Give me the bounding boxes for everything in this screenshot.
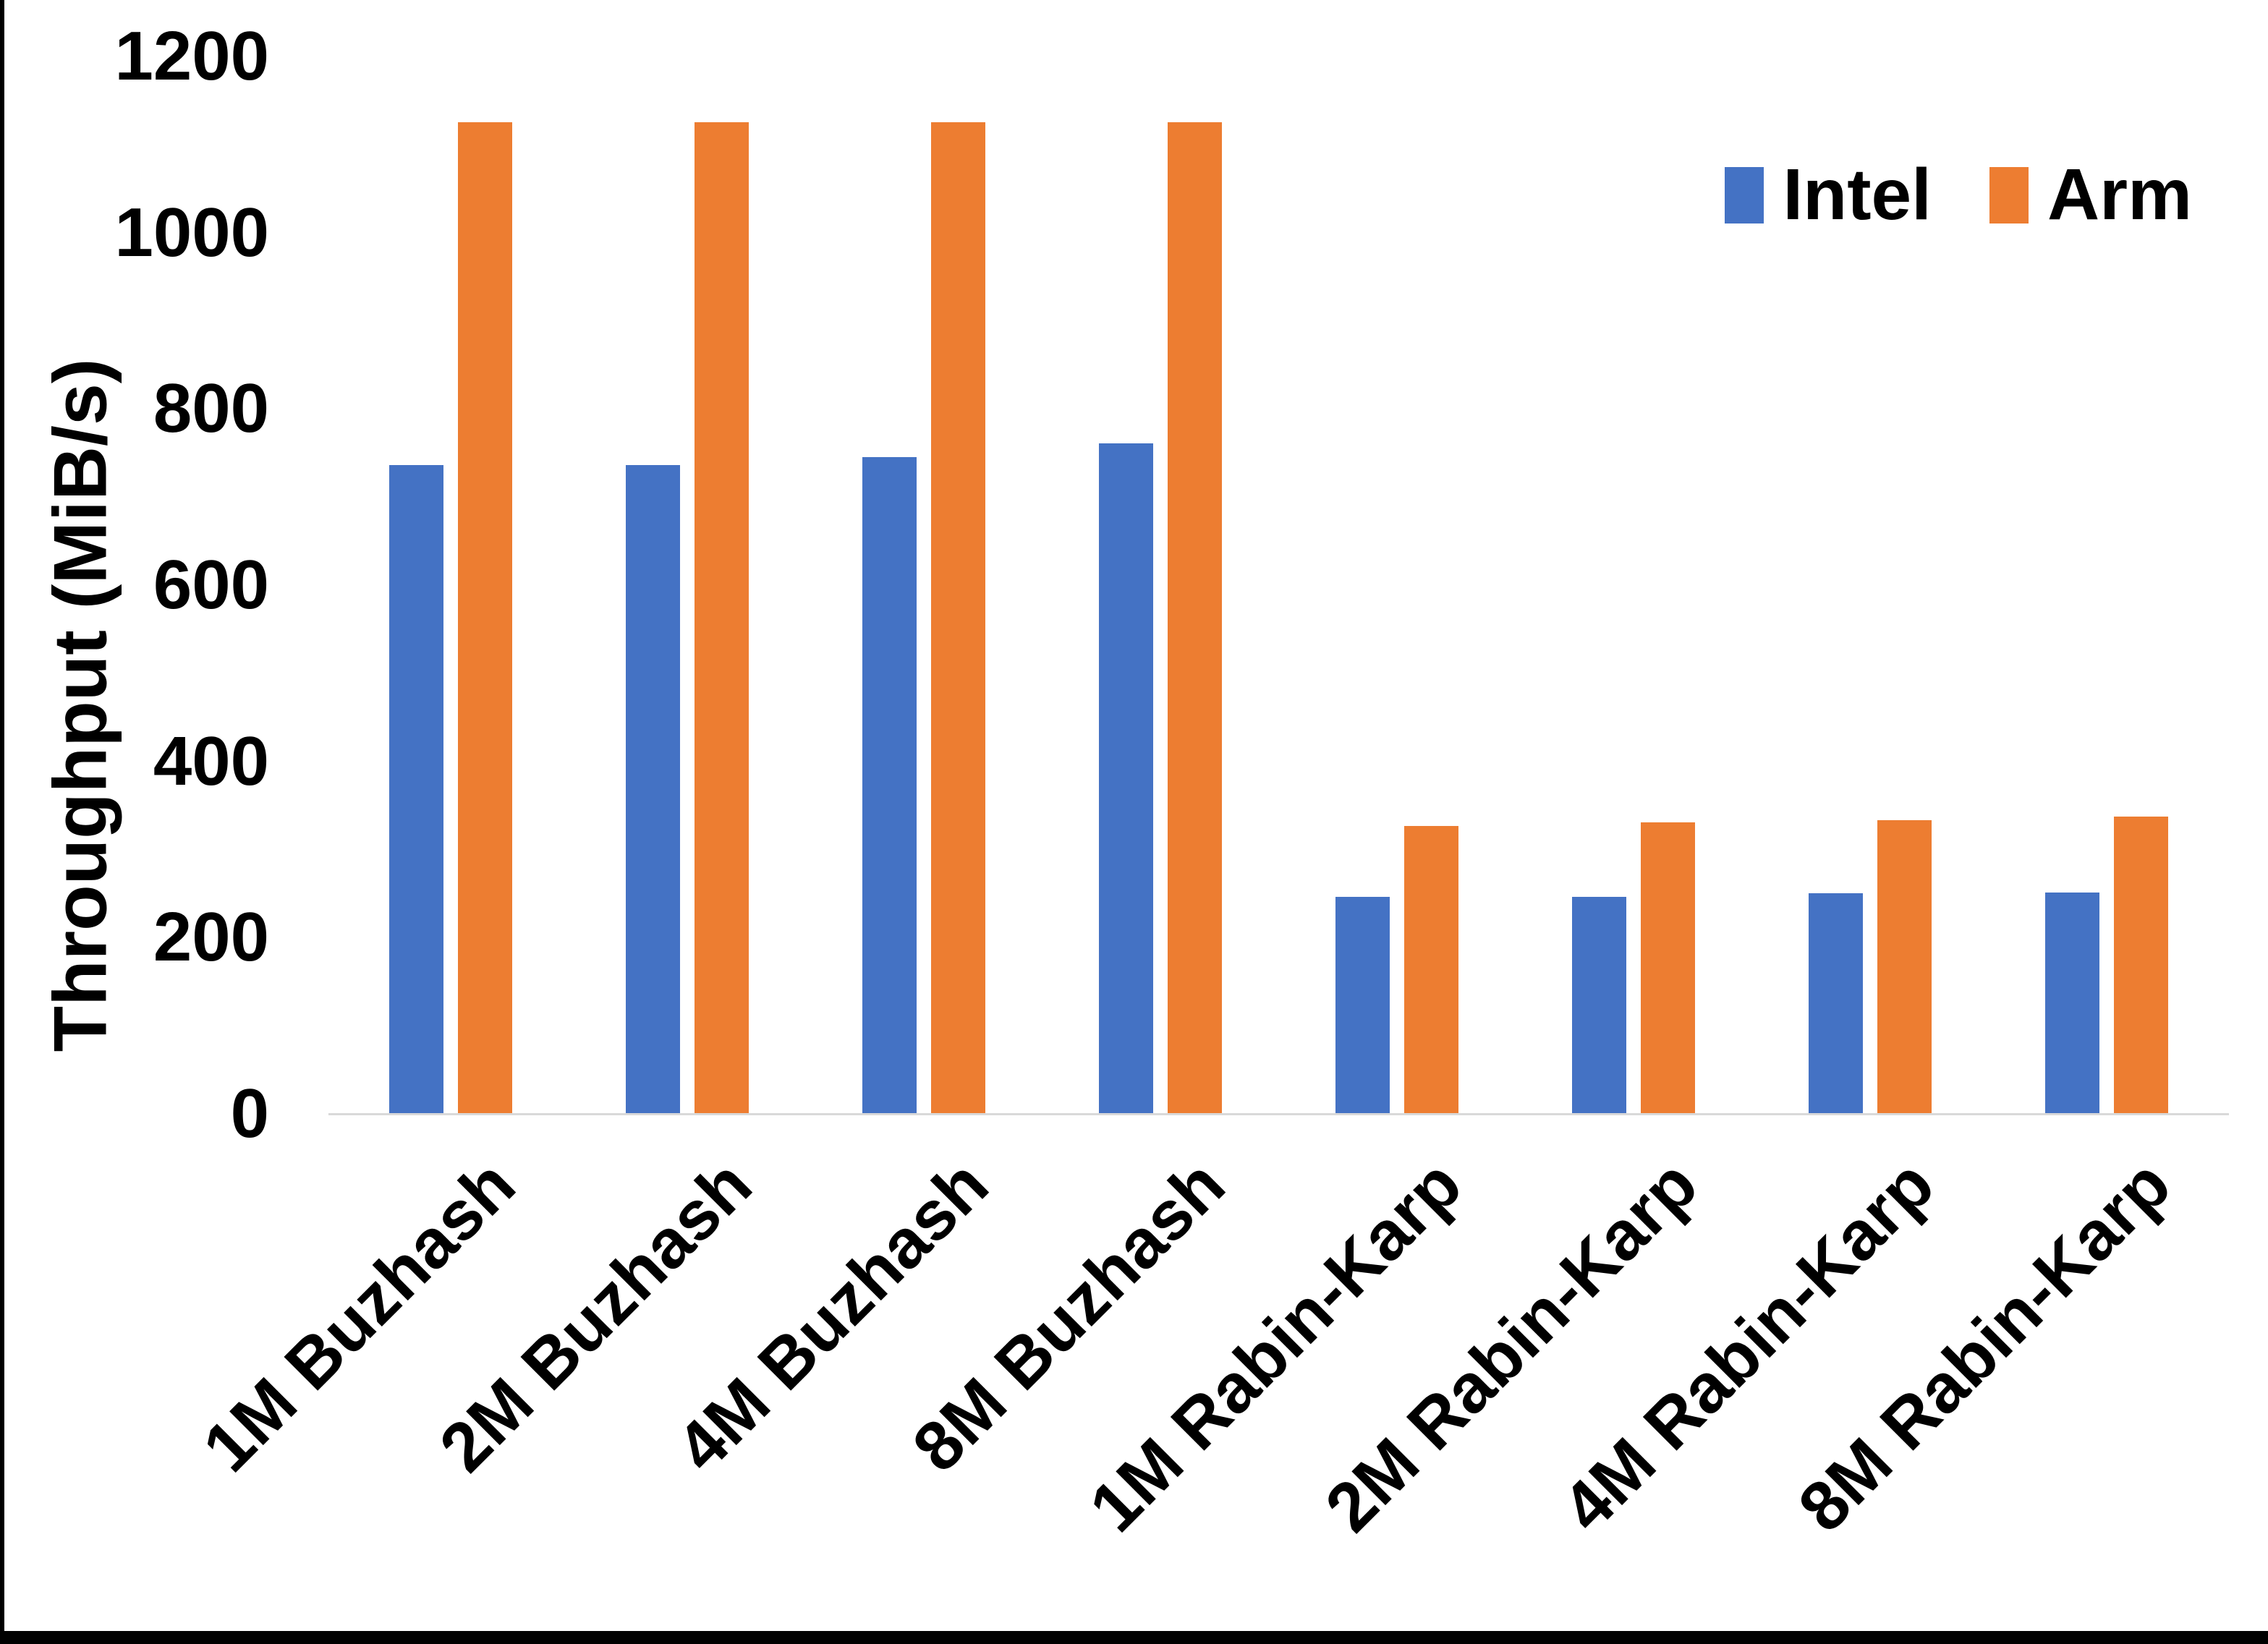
frame-left-edge	[0, 0, 4, 1644]
legend-label: Intel	[1783, 154, 1932, 235]
bar-intel-2m-buzhash	[626, 465, 681, 1114]
frame-bottom-edge	[0, 1631, 2268, 1644]
plot-area	[328, 56, 2229, 1115]
y-tick-label: 1200	[114, 17, 269, 95]
y-tick-label: 800	[153, 370, 269, 448]
legend-swatch-intel	[1725, 166, 1764, 223]
bar-arm-4m-rabin-karp	[1877, 820, 1932, 1114]
y-tick-label: 200	[153, 898, 269, 976]
bar-intel-8m-buzhash	[1099, 443, 1154, 1114]
bar-arm-8m-rabin-karp	[2113, 817, 2168, 1114]
bar-intel-1m-rabin-karp	[1335, 897, 1390, 1114]
legend-item-intel: Intel	[1725, 153, 1932, 237]
y-tick-label: 600	[153, 546, 269, 623]
legend-label: Arm	[2047, 154, 2192, 235]
legend-swatch-arm	[1989, 166, 2029, 223]
y-tick-label: 400	[153, 722, 269, 800]
bar-intel-4m-buzhash	[862, 457, 917, 1114]
x-axis-line	[328, 1113, 2229, 1115]
legend: Intel Arm	[1725, 153, 2192, 237]
bar-arm-4m-buzhash	[931, 122, 986, 1114]
bar-arm-8m-buzhash	[1168, 122, 1223, 1114]
y-tick-label: 0	[230, 1075, 269, 1152]
legend-item-arm: Arm	[1989, 153, 2192, 237]
bar-intel-2m-rabin-karp	[1571, 897, 1626, 1114]
y-tick-label: 1000	[114, 193, 269, 271]
bar-arm-2m-rabin-karp	[1640, 822, 1695, 1114]
bar-arm-1m-buzhash	[458, 122, 513, 1114]
bar-arm-1m-rabin-karp	[1403, 825, 1458, 1114]
bar-intel-1m-buzhash	[389, 465, 444, 1114]
bar-intel-4m-rabin-karp	[1808, 893, 1863, 1114]
bar-arm-2m-buzhash	[695, 122, 749, 1114]
bar-intel-8m-rabin-karp	[2044, 893, 2099, 1114]
